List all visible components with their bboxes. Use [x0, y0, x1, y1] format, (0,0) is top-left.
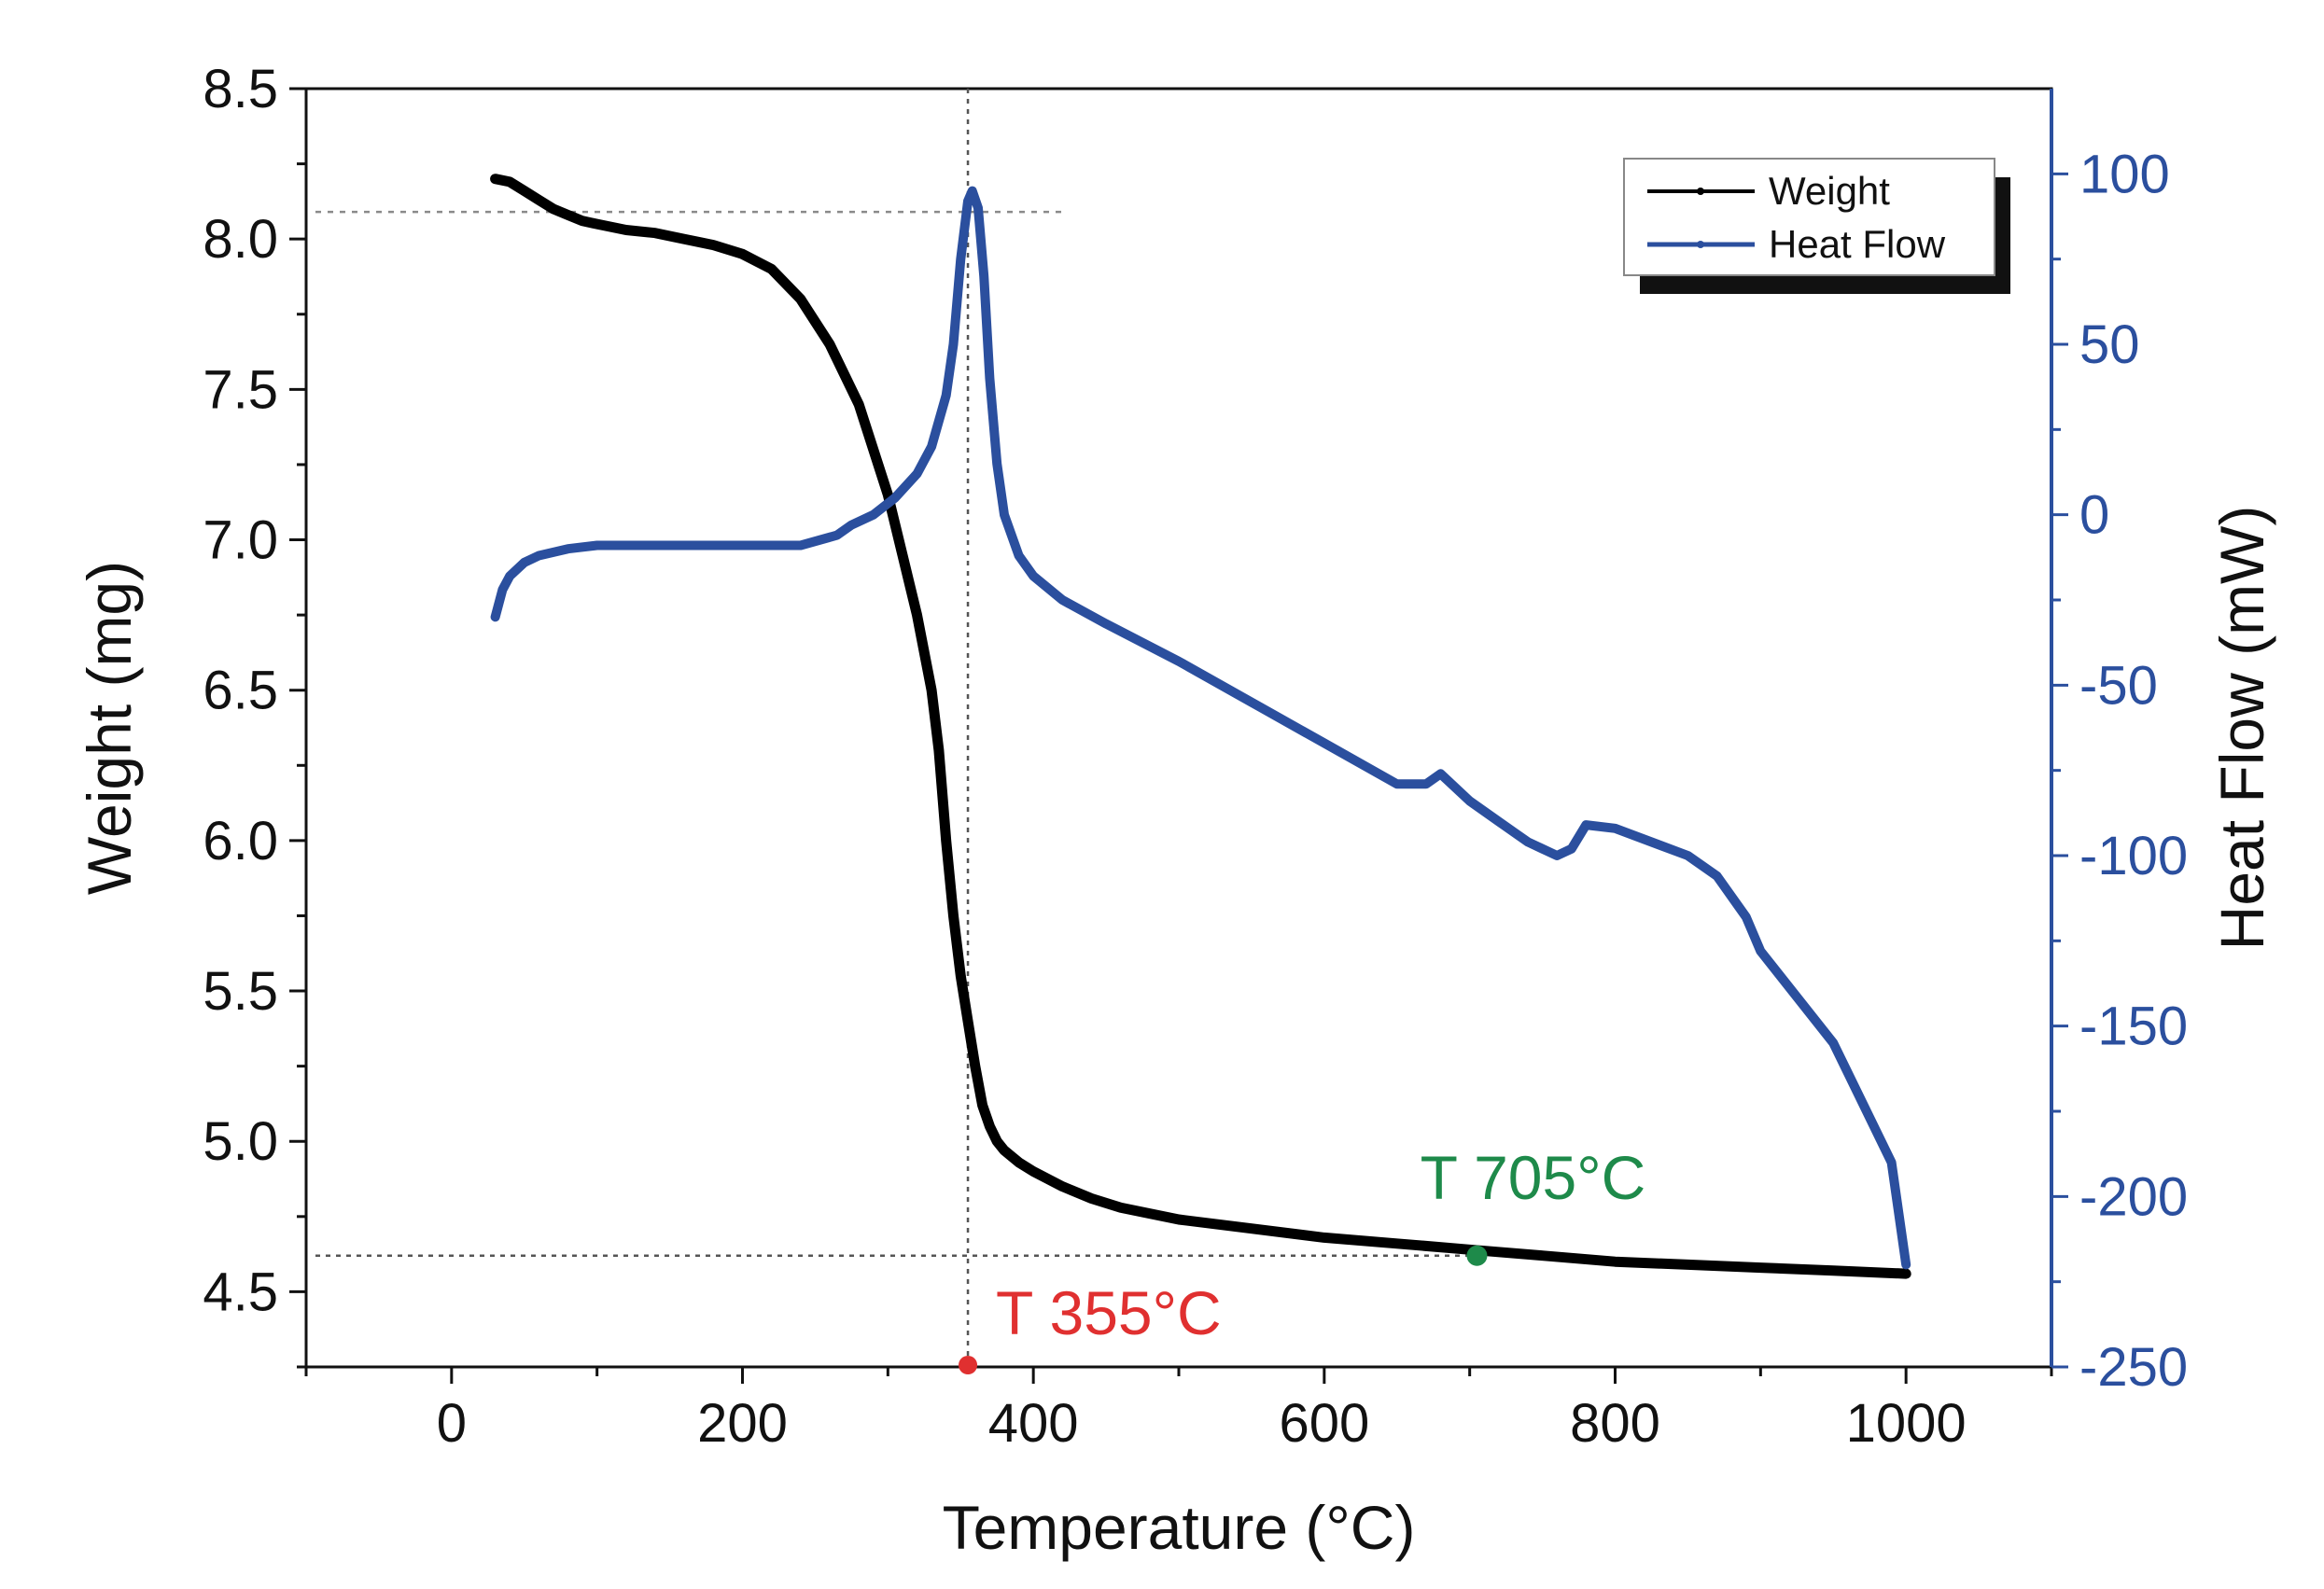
legend-box [1623, 158, 1995, 276]
annotation-label-705: T 705°C [1421, 1143, 1646, 1212]
axes: 0 200 400 600 800 10004.55.05.56.06.57.07.58.… [203, 59, 2188, 1454]
x-tick-label: 200 [697, 1393, 788, 1454]
legend: Weight Heat Flow [1623, 158, 2010, 294]
y-left-tick-label: 8.0 [203, 209, 278, 270]
annotations: T 355°C T 705°C [959, 1143, 1645, 1374]
series-line-heat-flow [490, 186, 1911, 1270]
annotation-marker-705 [1466, 1245, 1488, 1266]
legend-weight-label: Weight [1769, 169, 1890, 213]
annotation-label-355: T 355°C [996, 1278, 1222, 1347]
y-right-tick-label: -200 [2079, 1166, 2188, 1227]
legend-heat-flow-label: Heat Flow [1769, 222, 1946, 266]
y-right-tick-label: -250 [2079, 1337, 2188, 1398]
x-tick-label: 1000 [1846, 1393, 1967, 1454]
y-left-tick-label: 7.5 [203, 359, 278, 420]
y-right-tick-label: 100 [2079, 144, 2170, 204]
y-left-tick-label: 5.5 [203, 961, 278, 1022]
reference-lines [315, 89, 1477, 1367]
y-right-tick-label: -150 [2079, 997, 2188, 1057]
legend-weight-marker [1697, 188, 1704, 195]
y-left-tick-label: 8.5 [203, 59, 278, 119]
series-layer [490, 174, 1911, 1279]
y-right-tick-label: 50 [2079, 314, 2140, 375]
y-right-tick-label: 0 [2079, 485, 2109, 546]
x-tick-label: 600 [1279, 1393, 1369, 1454]
legend-heat-flow-marker [1697, 241, 1704, 248]
y-left-tick-label: 7.0 [203, 510, 278, 571]
x-tick-label: 800 [1570, 1393, 1660, 1454]
y-left-tick-label: 5.0 [203, 1111, 278, 1172]
y-left-tick-label: 6.5 [203, 661, 278, 721]
y-right-tick-label: -50 [2079, 655, 2158, 716]
y-left-axis-title: Weight (mg) [75, 561, 144, 895]
y-right-axis-title: Heat Flow (mW) [2207, 506, 2276, 951]
x-tick-label: 400 [988, 1393, 1079, 1454]
x-axis-title: Temperature (°C) [943, 1493, 1416, 1562]
annotation-marker-355 [959, 1356, 978, 1374]
y-right-tick-label: -100 [2079, 826, 2188, 886]
x-tick-label: 0 [437, 1393, 467, 1454]
series-line-weight [490, 174, 1911, 1279]
y-left-tick-label: 6.0 [203, 811, 278, 871]
y-left-tick-label: 4.5 [203, 1261, 278, 1322]
